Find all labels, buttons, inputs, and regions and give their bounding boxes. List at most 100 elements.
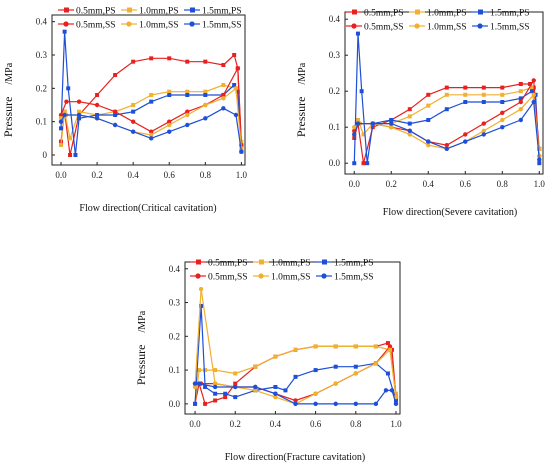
data-point — [167, 122, 172, 128]
legend-label: 1.0mm,SS — [139, 21, 179, 31]
data-point — [500, 92, 505, 97]
data-point — [167, 129, 172, 134]
data-point — [221, 83, 226, 87]
legend-marker — [127, 7, 132, 13]
data-point — [203, 368, 208, 373]
data-point — [389, 118, 394, 122]
data-point — [365, 161, 370, 166]
data-point — [59, 126, 64, 131]
data-point — [537, 157, 542, 162]
data-point — [167, 56, 172, 61]
y-tick-label: 0.0 — [169, 399, 181, 409]
plot-frame — [184, 261, 401, 415]
data-point — [481, 85, 486, 90]
legend: 0.5mm,PS 1.0mm,PS 1.5mm,PS 0.5mm,SS 1.0mm,SS… — [58, 7, 242, 31]
data-point — [500, 100, 505, 104]
legend-marker — [63, 21, 69, 27]
data-point — [149, 129, 154, 134]
data-point — [529, 85, 534, 90]
data-point — [192, 384, 198, 390]
data-point — [518, 96, 523, 101]
data-point — [463, 85, 468, 90]
data-point — [203, 384, 208, 389]
data-point — [481, 100, 486, 104]
data-point — [352, 125, 357, 130]
data-point — [213, 398, 218, 403]
data-point — [426, 103, 431, 108]
legend-marker — [351, 23, 357, 29]
data-point — [355, 121, 361, 126]
legend-label: 0.5mm,SS — [76, 21, 116, 31]
data-point — [185, 112, 190, 118]
data-point — [185, 122, 190, 128]
data-point — [59, 143, 64, 147]
data-point — [253, 384, 258, 390]
y-axis-label-main: Pressure — [294, 97, 308, 138]
legend-label: 1.0mm,SS — [271, 273, 311, 283]
data-point — [481, 121, 486, 126]
data-point — [407, 114, 412, 119]
data-point — [518, 82, 523, 86]
data-point — [333, 381, 338, 386]
data-point — [373, 344, 378, 349]
series-1-5mm-ps — [352, 31, 542, 166]
data-point — [352, 136, 357, 140]
data-point — [213, 368, 218, 373]
data-point — [393, 398, 398, 403]
data-point — [131, 59, 136, 64]
x-tick-label: 1.0 — [534, 179, 546, 189]
data-point — [212, 384, 218, 390]
y-tick-label: 0.2 — [36, 83, 47, 93]
x-axis-label: Flow direction(Fracture cavitation) — [225, 452, 366, 463]
x-axis-label: Flow direction(Severe cavitation) — [383, 207, 517, 218]
legend-marker — [352, 9, 357, 15]
data-point — [233, 86, 239, 91]
data-point — [112, 122, 118, 128]
data-point — [130, 119, 136, 124]
series-line — [353, 33, 540, 164]
data-point — [283, 388, 288, 393]
data-point — [68, 136, 73, 141]
data-point — [233, 384, 238, 390]
data-point — [232, 83, 237, 87]
data-point — [185, 59, 190, 64]
data-point — [387, 344, 393, 349]
plot-frame — [344, 11, 544, 175]
data-point — [531, 78, 536, 83]
data-point — [149, 99, 154, 104]
data-point — [239, 149, 244, 154]
data-point — [235, 66, 240, 71]
data-point — [223, 395, 228, 400]
x-tick-label: 0.4 — [270, 419, 282, 429]
legend-marker — [258, 273, 264, 279]
series-line — [60, 31, 242, 156]
data-point — [196, 381, 202, 386]
legend-marker — [415, 9, 420, 15]
y-tick-label: 0.1 — [169, 365, 180, 375]
data-point — [253, 364, 258, 369]
data-point — [373, 361, 379, 366]
data-point — [385, 341, 390, 346]
series-0-5mm-ss — [352, 78, 542, 159]
data-point — [62, 109, 67, 114]
legend-label: 1.5mm,PS — [490, 9, 530, 19]
data-point — [426, 143, 431, 148]
data-point — [361, 132, 366, 137]
y-tick-label: 0 — [43, 150, 48, 160]
data-point — [373, 401, 379, 407]
data-point — [444, 85, 449, 90]
data-point — [518, 107, 523, 112]
data-point — [203, 59, 208, 64]
plot-frame — [51, 14, 246, 166]
data-point — [313, 344, 318, 349]
y-tick-label: 0.3 — [36, 50, 48, 60]
data-point — [94, 102, 100, 108]
data-point — [444, 107, 449, 112]
data-point — [353, 364, 358, 369]
data-point — [481, 128, 486, 133]
y-tick-label: 0.3 — [329, 50, 341, 60]
data-point — [66, 86, 71, 91]
data-point — [253, 388, 258, 393]
data-point — [387, 347, 393, 353]
data-point — [58, 112, 64, 118]
